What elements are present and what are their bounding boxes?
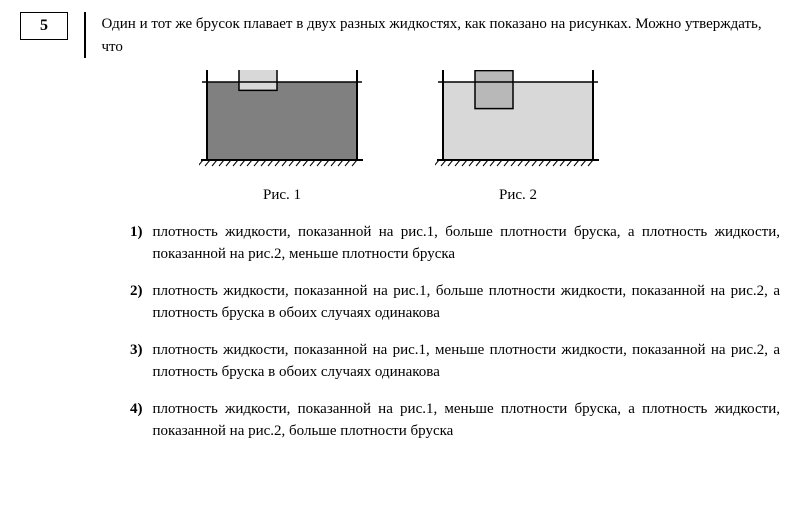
option-4-number: 4) [130,398,143,443]
option-4: 4) плотность жидкости, показанной на рис… [130,398,780,443]
option-4-text: плотность жидкости, показанной на рис.1,… [153,398,781,443]
figure-2-diagram [435,70,601,168]
option-1-text: плотность жидкости, показанной на рис.1,… [153,221,781,266]
option-3: 3) плотность жидкости, показанной на рис… [130,339,780,384]
option-1-number: 1) [130,221,143,266]
option-2-text: плотность жидкости, показанной на рис.1,… [153,280,781,325]
figure-1-diagram [199,70,365,168]
option-3-number: 3) [130,339,143,384]
option-3-text: плотность жидкости, показанной на рис.1,… [153,339,781,384]
figure-2: Рис. 2 [435,70,601,207]
vertical-divider [84,12,86,58]
question-number: 5 [20,12,68,40]
option-2: 2) плотность жидкости, показанной на рис… [130,280,780,325]
options-list: 1) плотность жидкости, показанной на рис… [130,221,780,443]
figures-row: Рис. 1 Рис. 2 [20,70,780,207]
figure-2-label: Рис. 2 [499,184,537,207]
figure-1-label: Рис. 1 [263,184,301,207]
figure-1: Рис. 1 [199,70,365,207]
option-2-number: 2) [130,280,143,325]
option-1: 1) плотность жидкости, показанной на рис… [130,221,780,266]
question-text: Один и тот же брусок плавает в двух разн… [102,12,781,58]
